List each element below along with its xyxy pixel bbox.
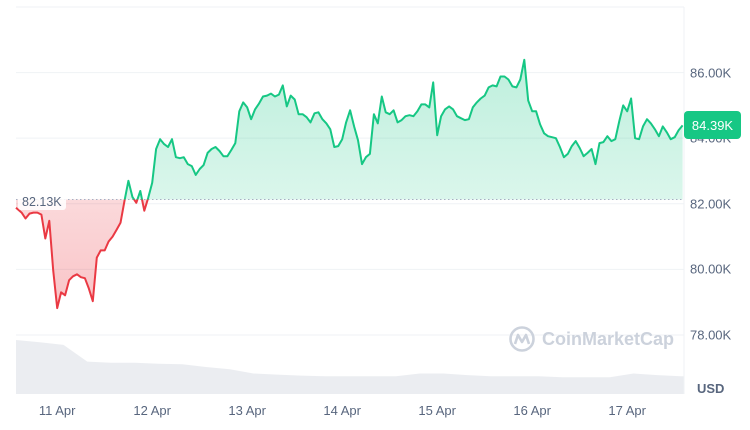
price-area-below-baseline <box>16 199 148 309</box>
x-tick-label: 15 Apr <box>418 403 456 418</box>
watermark-text: CoinMarketCap <box>542 328 675 349</box>
x-tick-label: 17 Apr <box>608 403 646 418</box>
x-tick-label: 16 Apr <box>513 403 551 418</box>
y-tick-label: 82.00K <box>690 196 732 212</box>
volume-area <box>16 340 684 394</box>
y-tick-label: 80.00K <box>690 261 732 277</box>
coinmarketcap-watermark: CoinMarketCap <box>508 325 674 353</box>
x-tick-label: 14 Apr <box>323 403 361 418</box>
baseline-price-label: 82.13K <box>18 194 66 210</box>
currency-label: USD <box>697 381 725 396</box>
x-tick-label: 12 Apr <box>133 403 171 418</box>
grid-lines <box>16 72 684 336</box>
current-price-badge: 84.39K <box>684 111 741 140</box>
price-area-above-baseline <box>16 59 683 200</box>
price-line-up <box>123 58 684 200</box>
x-tick-label: 11 Apr <box>38 403 76 418</box>
x-tick-label: 13 Apr <box>228 403 266 418</box>
y-tick-label: 78.00K <box>690 327 732 343</box>
y-tick-label: 86.00K <box>690 65 732 81</box>
coinmarketcap-logo-icon <box>509 326 535 352</box>
